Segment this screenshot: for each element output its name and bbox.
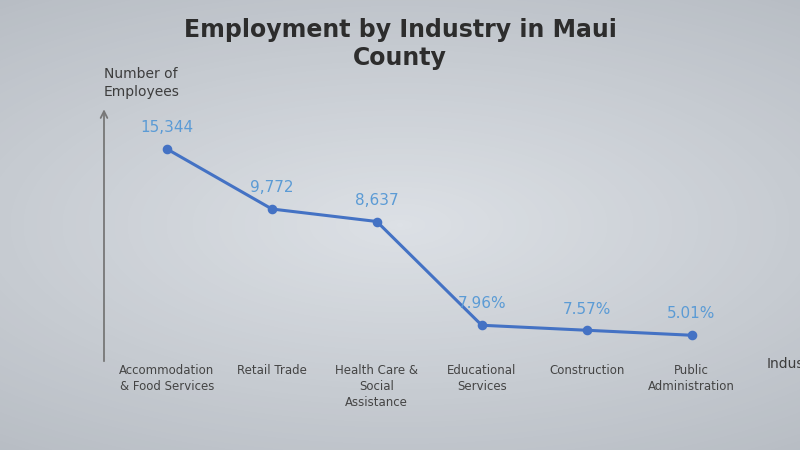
Ellipse shape xyxy=(0,22,800,428)
Ellipse shape xyxy=(153,121,647,329)
Ellipse shape xyxy=(231,154,569,296)
Point xyxy=(580,327,593,334)
Ellipse shape xyxy=(309,187,491,263)
Ellipse shape xyxy=(192,137,608,313)
Text: Employment by Industry in Maui
County: Employment by Industry in Maui County xyxy=(183,18,617,70)
Text: 7.96%: 7.96% xyxy=(458,297,506,311)
Ellipse shape xyxy=(101,99,699,351)
Ellipse shape xyxy=(348,203,452,247)
Ellipse shape xyxy=(0,17,800,433)
Ellipse shape xyxy=(270,170,530,280)
Ellipse shape xyxy=(0,44,800,406)
Ellipse shape xyxy=(335,198,465,252)
Ellipse shape xyxy=(49,77,751,373)
Ellipse shape xyxy=(322,192,478,258)
Ellipse shape xyxy=(36,72,764,378)
Text: Accommodation
& Food Services: Accommodation & Food Services xyxy=(119,364,214,393)
Point xyxy=(370,218,383,225)
Text: 5.01%: 5.01% xyxy=(667,306,716,321)
Ellipse shape xyxy=(88,94,712,356)
Text: Retail Trade: Retail Trade xyxy=(237,364,307,378)
Text: 9,772: 9,772 xyxy=(250,180,294,195)
Ellipse shape xyxy=(244,159,556,291)
Ellipse shape xyxy=(0,50,800,400)
Ellipse shape xyxy=(127,110,673,340)
Text: Number of
Employees: Number of Employees xyxy=(104,67,180,99)
Ellipse shape xyxy=(62,82,738,368)
Text: 8,637: 8,637 xyxy=(355,193,398,208)
Text: Construction: Construction xyxy=(549,364,624,378)
Ellipse shape xyxy=(0,11,800,439)
Ellipse shape xyxy=(257,165,543,285)
Text: Educational
Services: Educational Services xyxy=(447,364,516,393)
Ellipse shape xyxy=(361,208,439,242)
Point xyxy=(266,205,278,212)
Ellipse shape xyxy=(0,55,800,395)
Ellipse shape xyxy=(166,126,634,324)
Ellipse shape xyxy=(114,104,686,346)
Ellipse shape xyxy=(205,143,595,307)
Ellipse shape xyxy=(296,181,504,269)
Text: 7.57%: 7.57% xyxy=(562,302,611,316)
Text: Public
Administration: Public Administration xyxy=(648,364,735,393)
Ellipse shape xyxy=(0,39,800,411)
Text: Health Care &
Social
Assistance: Health Care & Social Assistance xyxy=(335,364,418,410)
Ellipse shape xyxy=(179,132,621,318)
Text: Industry: Industry xyxy=(767,357,800,371)
Ellipse shape xyxy=(0,5,800,445)
Ellipse shape xyxy=(387,220,413,230)
Text: 15,344: 15,344 xyxy=(140,120,194,135)
Point xyxy=(161,145,174,153)
Ellipse shape xyxy=(0,33,800,417)
Ellipse shape xyxy=(75,88,725,362)
Ellipse shape xyxy=(283,176,517,274)
Point xyxy=(475,322,488,329)
Ellipse shape xyxy=(0,27,800,423)
Ellipse shape xyxy=(10,60,790,390)
Ellipse shape xyxy=(23,66,777,384)
Ellipse shape xyxy=(396,223,404,227)
Ellipse shape xyxy=(374,214,426,236)
Point xyxy=(685,332,698,339)
Ellipse shape xyxy=(140,115,660,335)
